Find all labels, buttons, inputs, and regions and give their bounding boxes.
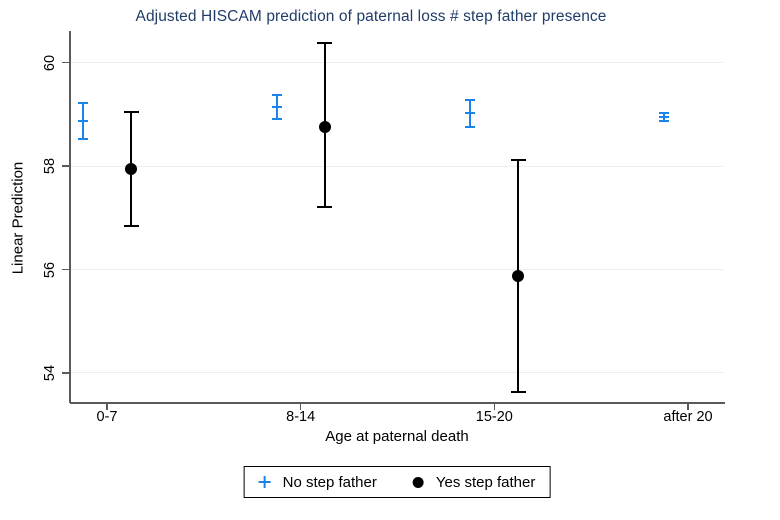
errorbar-no-step-father-8-14-cap-top bbox=[271, 93, 282, 96]
errorbar-yes-step-father-0-7-circle-marker bbox=[125, 163, 137, 176]
legend-label-no-step-father: No step father bbox=[282, 473, 377, 491]
x-axis-line bbox=[70, 402, 725, 404]
errorbar-yes-step-father-15-20-circle-marker bbox=[512, 270, 525, 283]
errorbar-no-step-father-after-20-cap-bottom bbox=[659, 120, 669, 123]
y-tick-54 bbox=[62, 372, 70, 374]
x-tick-label-after-20: after 20 bbox=[663, 409, 713, 425]
x-axis-title: Age at paternal death bbox=[325, 428, 469, 445]
legend-item-no-step-father: No step father bbox=[258, 473, 377, 491]
errorbar-yes-step-father-15-20-cap-bottom bbox=[510, 391, 526, 394]
gridline-54 bbox=[70, 372, 723, 374]
errorbar-no-step-father-8-14-cap-bottom bbox=[271, 117, 282, 120]
errorbar-no-step-father-0-7-plus-marker bbox=[78, 120, 88, 123]
legend-item-yes-step-father: Yes step father bbox=[412, 473, 536, 491]
gridline-58 bbox=[70, 165, 723, 167]
y-tick-56 bbox=[62, 268, 70, 271]
errorbar-no-step-father-0-7-cap-top bbox=[78, 101, 88, 104]
errorbar-no-step-father-after-20-cap-top bbox=[659, 111, 669, 114]
errorbar-no-step-father-15-20-cap-top bbox=[465, 98, 476, 101]
chart-title: Adjusted HISCAM prediction of paternal l… bbox=[135, 8, 607, 25]
errorbar-no-step-father-8-14-plus-marker bbox=[271, 106, 282, 109]
y-tick-label-58: 58 bbox=[42, 157, 58, 175]
x-tick-label-0-7: 0-7 bbox=[96, 409, 118, 425]
y-tick-label-60: 60 bbox=[42, 54, 58, 71]
x-tick-label-15-20: 15-20 bbox=[475, 409, 513, 425]
legend: No step father Yes step father bbox=[243, 466, 551, 498]
gridline-56 bbox=[70, 269, 723, 270]
y-tick-label-54: 54 bbox=[42, 364, 58, 382]
legend-label-yes-step-father: Yes step father bbox=[435, 473, 536, 491]
y-tick-label-56: 56 bbox=[42, 261, 58, 278]
x-tick-after-20 bbox=[687, 403, 689, 410]
errorbar-yes-step-father-0-7-cap-top bbox=[123, 110, 139, 113]
gridline-60 bbox=[70, 62, 723, 64]
x-tick-0-7 bbox=[106, 403, 108, 410]
x-tick-8-14 bbox=[299, 403, 302, 410]
errorbar-yes-step-father-0-7-cap-bottom bbox=[123, 225, 139, 228]
errorbar-yes-step-father-8-14-cap-top bbox=[317, 42, 333, 45]
plus-marker-icon bbox=[258, 476, 271, 488]
x-tick-label-8-14: 8-14 bbox=[286, 409, 316, 425]
y-tick-60 bbox=[62, 61, 70, 64]
errorbar-no-step-father-0-7-cap-bottom bbox=[78, 137, 88, 140]
x-tick-15-20 bbox=[493, 403, 496, 410]
errorbar-no-step-father-after-20-plus-marker bbox=[659, 115, 669, 118]
errorbar-yes-step-father-15-20-cap-top bbox=[510, 158, 526, 161]
circle-marker-icon bbox=[412, 476, 424, 488]
errorbar-no-step-father-15-20-plus-marker bbox=[465, 111, 476, 114]
y-tick-58 bbox=[62, 165, 70, 167]
y-axis-line bbox=[69, 31, 71, 403]
errorbar-no-step-father-15-20-cap-bottom bbox=[465, 125, 476, 128]
errorbar-yes-step-father-8-14-cap-bottom bbox=[317, 206, 333, 209]
errorbar-yes-step-father-8-14-circle-marker bbox=[318, 120, 331, 133]
